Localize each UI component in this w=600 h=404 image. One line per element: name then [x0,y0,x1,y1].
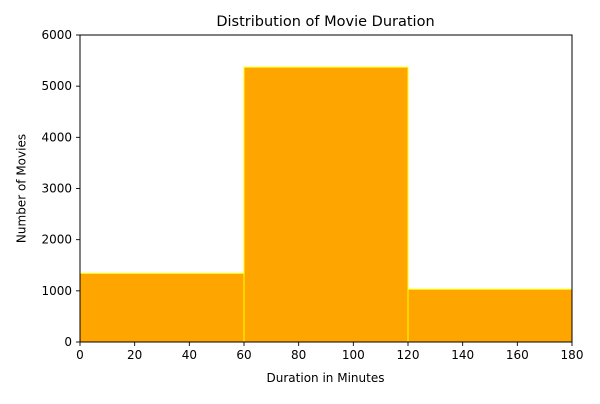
y-tick-label-0: 0 [64,335,72,349]
y-tick-label-6: 6000 [41,28,72,42]
y-axis-label: Number of Movies [15,134,29,243]
x-tick-label-4: 80 [291,348,306,362]
plot-frame [79,34,573,343]
y-tick-label-4: 4000 [41,130,72,144]
x-tick-label-2: 40 [182,348,197,362]
bars-layer [79,66,573,343]
histogram-bar-1 [243,66,409,343]
y-tick-label-1: 1000 [41,284,72,298]
y-tick-label-2: 2000 [41,233,72,247]
x-ticks-layer: 0 20 40 60 80 100 120 140 160 180 [76,342,583,362]
x-tick-label-8: 160 [506,348,529,362]
x-axis-label: Duration in Minutes [267,371,385,385]
x-tick-label-6: 120 [397,348,420,362]
x-tick-label-3: 60 [236,348,251,362]
x-tick-label-0: 0 [76,348,84,362]
x-tick-label-7: 140 [451,348,474,362]
y-tick-label-3: 3000 [41,182,72,196]
histogram-bar-0 [79,272,245,343]
x-tick-label-5: 100 [342,348,365,362]
histogram-bar-2 [407,288,573,343]
y-tick-label-5: 5000 [41,79,72,93]
x-tick-label-1: 20 [127,348,142,362]
chart-title: Distribution of Movie Duration [216,14,434,30]
y-ticks-layer: 0 1000 2000 3000 4000 5000 6000 [41,28,80,349]
x-tick-label-9: 180 [561,348,584,362]
